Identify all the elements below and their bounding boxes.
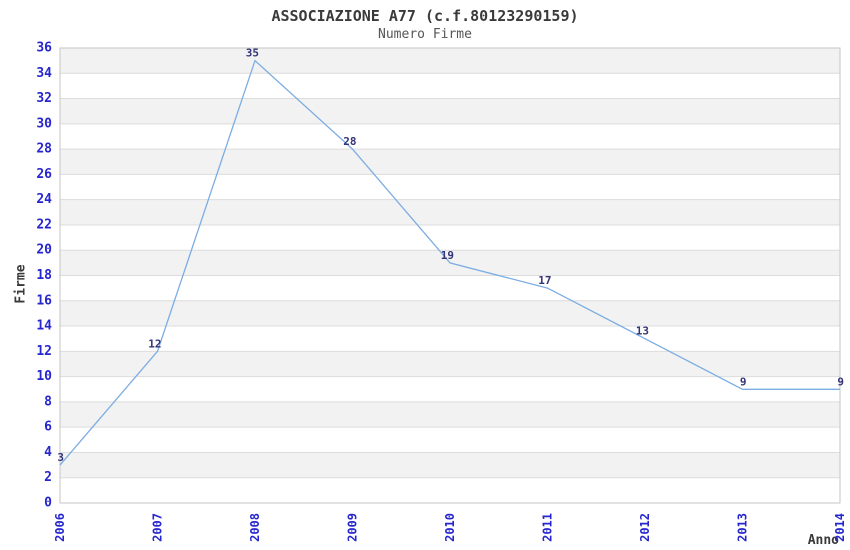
x-tick-label: 2007 xyxy=(151,513,165,542)
y-tick-label: 12 xyxy=(36,344,52,359)
x-tick-label: 2008 xyxy=(248,513,262,542)
x-axis-title: Anno xyxy=(807,533,839,548)
grid-band xyxy=(60,351,840,377)
x-tick-label: 2013 xyxy=(736,513,750,542)
chart-subtitle: Numero Firme xyxy=(378,27,472,42)
y-tick-label: 4 xyxy=(44,445,52,460)
data-line xyxy=(59,59,840,466)
data-point-label: 28 xyxy=(343,135,356,148)
y-tick-label: 6 xyxy=(44,420,52,435)
y-tick-label: 16 xyxy=(36,293,52,308)
data-point-label: 9 xyxy=(837,375,844,388)
grid-band xyxy=(60,149,840,175)
y-tick-label: 20 xyxy=(36,243,52,258)
y-tick-label: 34 xyxy=(36,66,52,81)
y-tick-label: 24 xyxy=(36,192,52,207)
data-point-label: 35 xyxy=(246,47,259,60)
data-point-label: 13 xyxy=(636,325,649,338)
y-tick-label: 10 xyxy=(36,369,52,384)
x-tick-label: 2010 xyxy=(443,513,457,542)
x-tick-label: 2014 xyxy=(833,513,847,542)
grid-band xyxy=(60,401,840,428)
y-tick-label: 2 xyxy=(44,470,52,485)
data-point-label: 12 xyxy=(148,337,161,350)
data-point-label: 3 xyxy=(57,451,64,464)
grid-band xyxy=(60,98,840,124)
y-tick-label: 14 xyxy=(36,319,52,334)
data-point-label: 9 xyxy=(740,375,747,388)
y-tick-label: 30 xyxy=(36,116,52,131)
grid-band xyxy=(60,48,840,74)
x-tick-label: 2012 xyxy=(638,513,652,542)
y-tick-label: 36 xyxy=(36,41,52,56)
plot-border xyxy=(59,47,841,504)
x-tick-label: 2009 xyxy=(346,513,360,542)
grid-band xyxy=(60,452,840,478)
y-tick-label: 28 xyxy=(36,142,52,157)
y-tick-label: 0 xyxy=(44,496,52,511)
y-tick-label: 22 xyxy=(36,217,52,232)
x-tick-label: 2011 xyxy=(541,513,555,542)
y-tick-label: 26 xyxy=(36,167,52,182)
grid-band xyxy=(60,300,840,327)
y-tick-label: 32 xyxy=(36,91,52,106)
y-tick-label: 8 xyxy=(44,394,52,409)
chart-title: ASSOCIAZIONE A77 (c.f.80123290159) xyxy=(271,7,579,25)
y-tick-label: 18 xyxy=(36,268,52,283)
grid-band xyxy=(60,199,840,225)
x-tick-label: 2006 xyxy=(53,513,67,542)
data-point-label: 19 xyxy=(441,249,454,262)
data-point-label: 17 xyxy=(538,274,551,287)
